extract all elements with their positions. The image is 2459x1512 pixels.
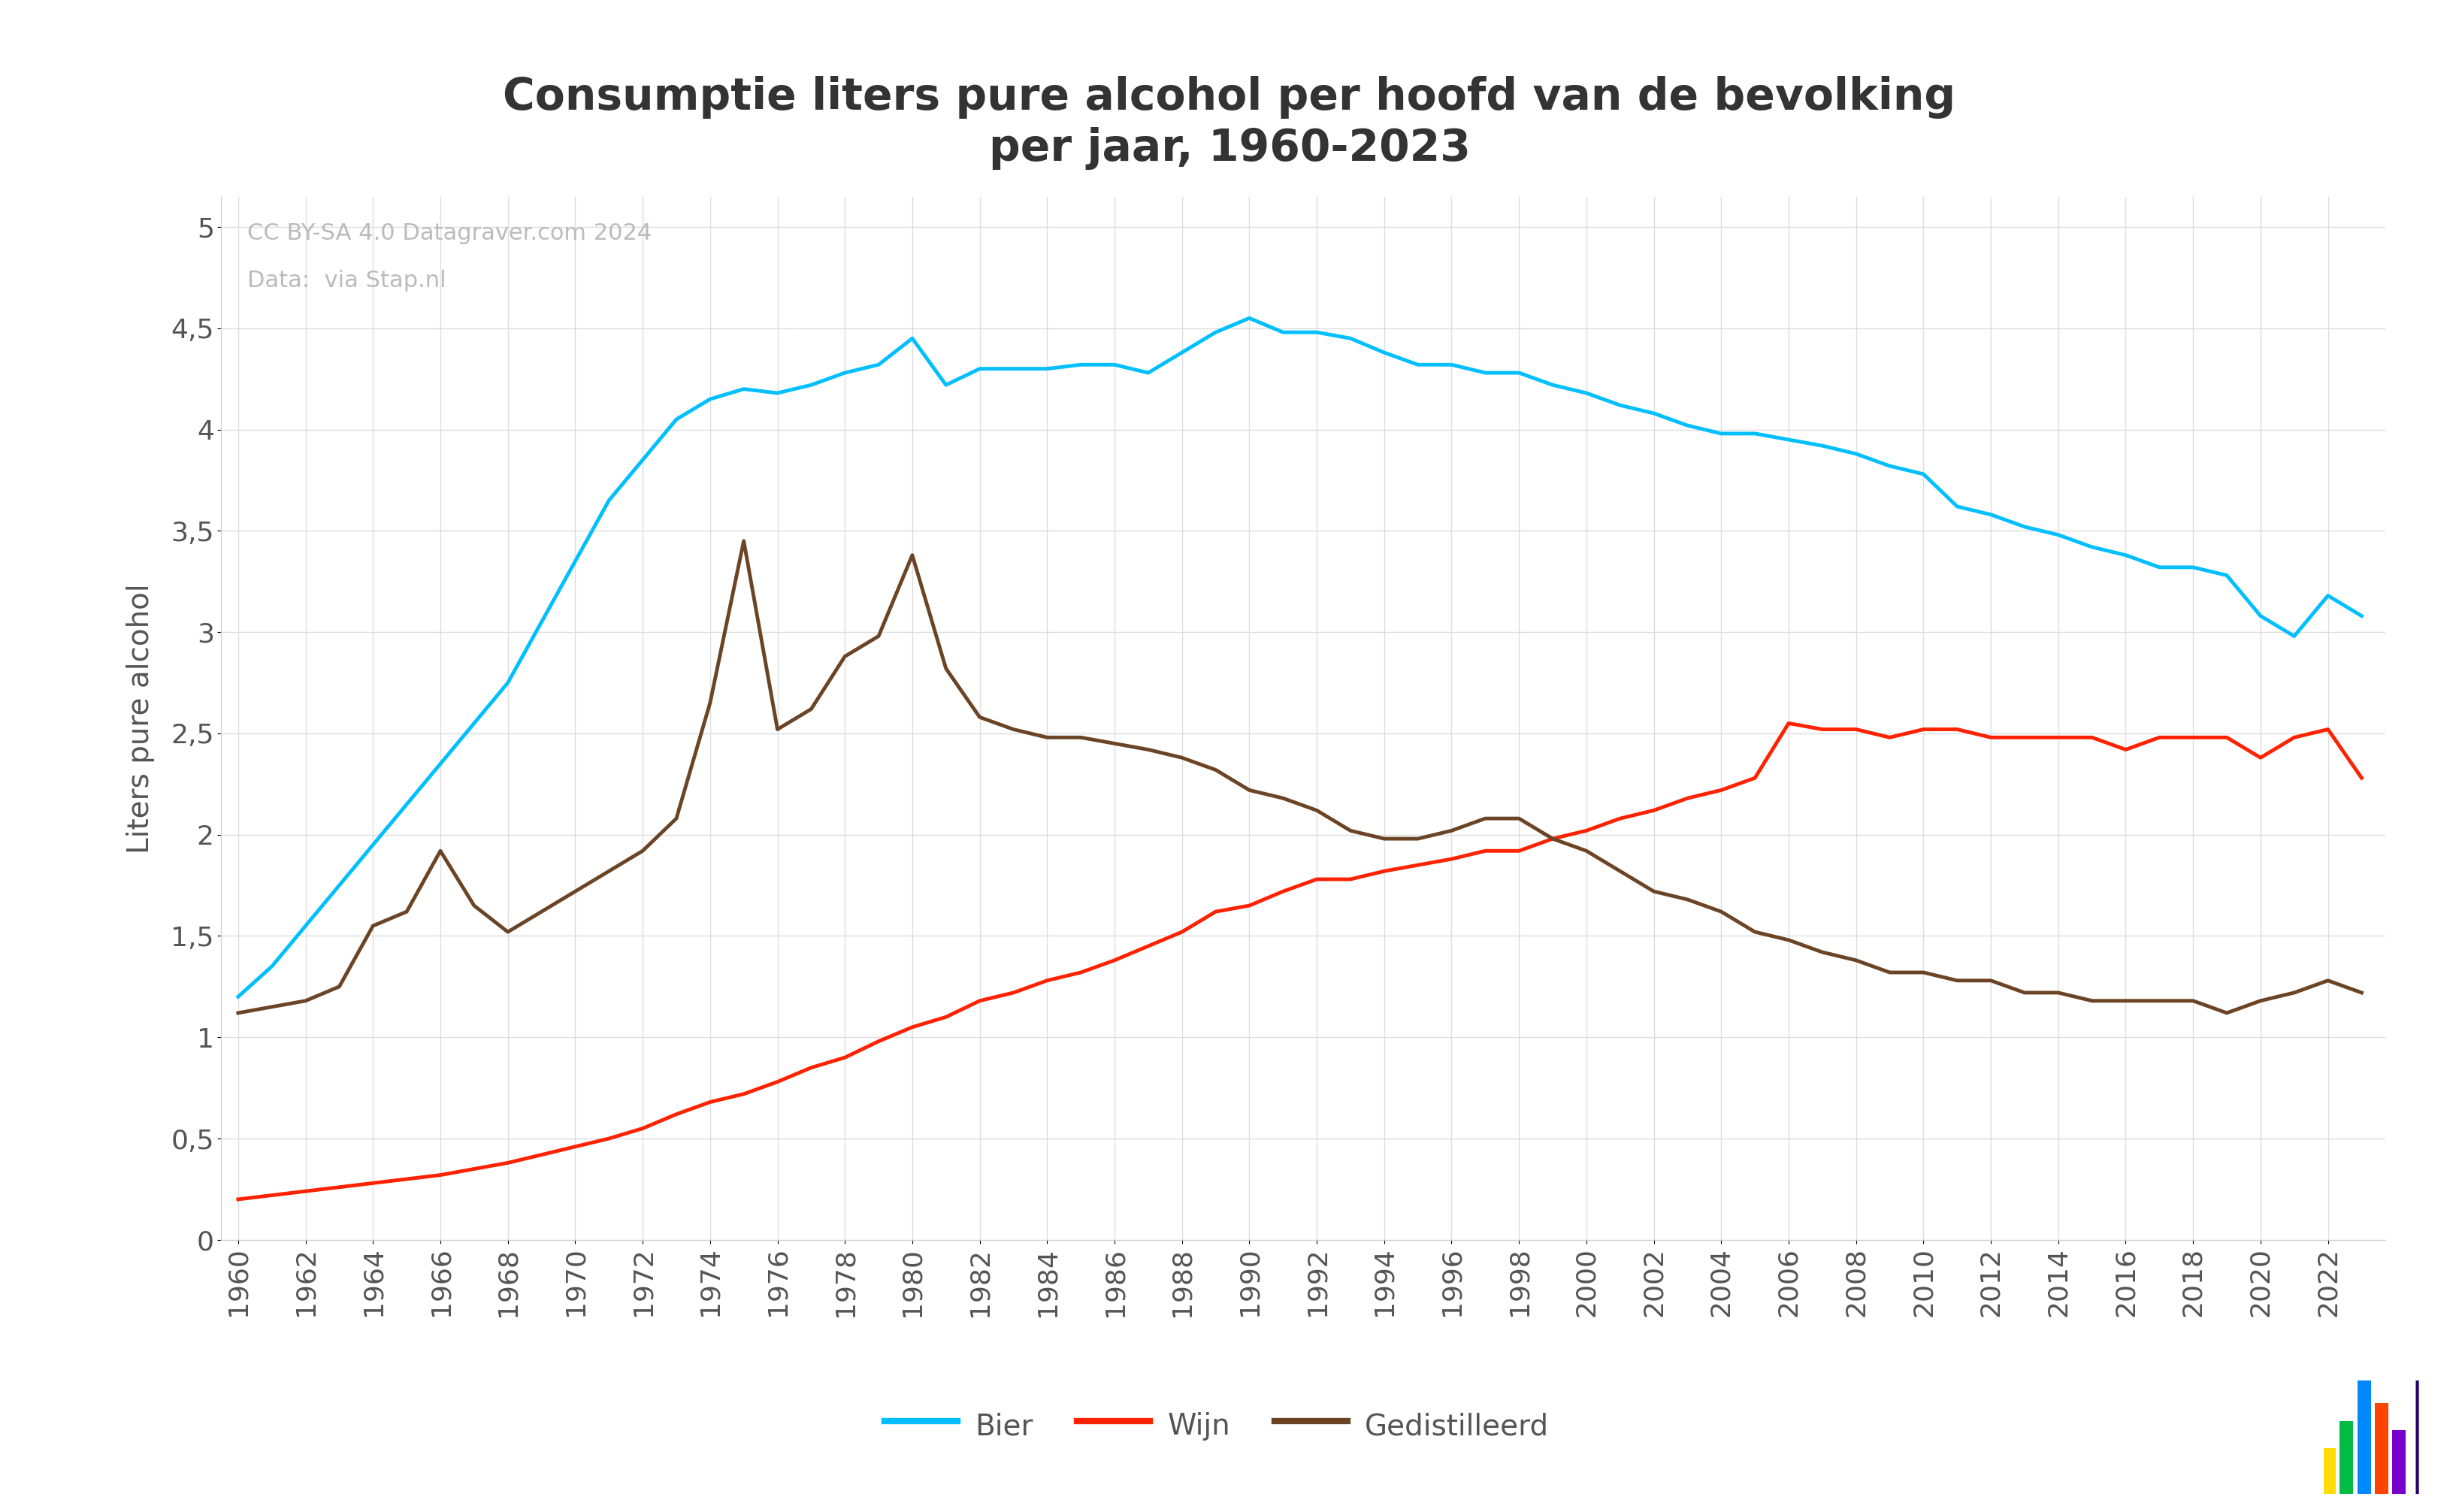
Wijn (1773, 714, 1802, 732)
Gedistilleerd (494, 922, 524, 940)
Bar (2321, 1448, 2336, 1494)
Text: Consumptie liters pure alcohol per hoofd van de bevolking
per jaar, 1960-2023: Consumptie liters pure alcohol per hoofd… (504, 76, 1955, 169)
Bier (1640, 404, 1670, 422)
Bar (2341, 1421, 2353, 1494)
Bar (2393, 1430, 2405, 1494)
Gedistilleerd (728, 532, 757, 550)
Wijn (1404, 856, 1434, 874)
Line: Gedistilleerd: Gedistilleerd (239, 541, 2361, 1013)
Legend: Bier, Wijn, Gedistilleerd: Bier, Wijn, Gedistilleerd (873, 1396, 1561, 1455)
Gedistilleerd (1606, 862, 1635, 880)
Y-axis label: Liters pure alcohol: Liters pure alcohol (125, 584, 155, 853)
Wijn (2346, 770, 2375, 788)
Bier (1099, 355, 1129, 373)
Line: Wijn: Wijn (239, 723, 2361, 1199)
Gedistilleerd (1436, 821, 1466, 839)
Bier (1301, 324, 1330, 342)
Gedistilleerd (1134, 741, 1163, 759)
Wijn (494, 1154, 524, 1172)
Wijn (1606, 809, 1635, 827)
Bier (224, 987, 253, 1005)
Bar (2375, 1403, 2388, 1494)
Bier (2346, 606, 2375, 624)
Bier (1234, 308, 1264, 327)
Gedistilleerd (224, 1004, 253, 1022)
Gedistilleerd (2346, 984, 2375, 1002)
Wijn (1571, 821, 1601, 839)
Gedistilleerd (1301, 801, 1330, 820)
Text: CC BY-SA 4.0 Datagraver.com 2024: CC BY-SA 4.0 Datagraver.com 2024 (248, 222, 652, 245)
Wijn (1099, 951, 1129, 969)
Bier (1436, 355, 1466, 373)
Gedistilleerd (1640, 883, 1670, 901)
Wijn (1269, 883, 1298, 901)
Line: Bier: Bier (239, 318, 2361, 996)
Bar (2358, 1380, 2370, 1494)
Wijn (224, 1190, 253, 1208)
Bier (1606, 396, 1635, 414)
Text: Data:  via Stap.nl: Data: via Stap.nl (248, 269, 445, 292)
Bier (494, 674, 524, 692)
